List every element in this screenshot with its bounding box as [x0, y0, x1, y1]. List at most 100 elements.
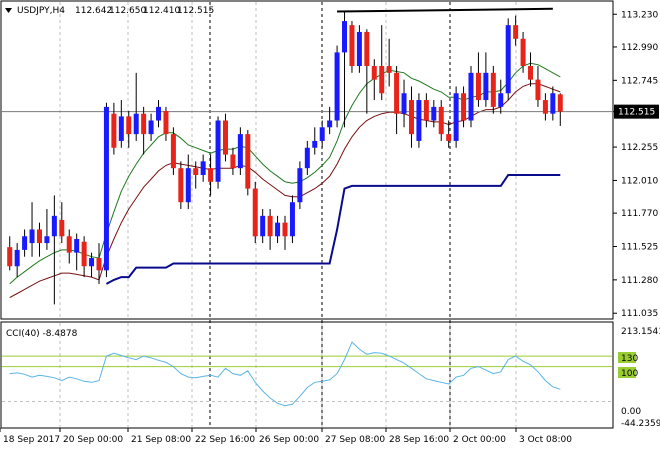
bear-candle — [81, 241, 87, 267]
bear-candle — [7, 247, 13, 267]
price-pane-border — [0, 0, 614, 320]
current-price-tag — [614, 104, 659, 119]
price-axis-label: 112.255 — [621, 143, 658, 153]
bear-candle — [245, 134, 251, 189]
bull-candle — [319, 127, 325, 141]
bear-candle — [170, 134, 176, 169]
bull-candle — [118, 116, 124, 141]
bull-candle — [51, 215, 57, 237]
bear-candle — [349, 25, 355, 67]
bull-candle — [498, 93, 504, 107]
bear-candle — [386, 66, 392, 73]
bull-candle — [297, 168, 303, 203]
bear-candle — [208, 168, 214, 182]
bull-candle — [416, 100, 422, 141]
bull-candle — [505, 25, 511, 94]
cci-axis-label: 130 — [621, 354, 638, 364]
cci-axis-label: 0.00 — [621, 407, 641, 417]
time-axis-label: 22 Sep 16:00 — [195, 435, 255, 445]
cci-pane-border — [0, 321, 614, 429]
bear-candle — [193, 168, 199, 175]
bull-candle — [148, 120, 154, 135]
cci-label: CCI(40) -8.4878 — [6, 329, 78, 339]
bear-candle — [222, 120, 228, 155]
bull-candle — [304, 147, 310, 169]
bull-candle — [275, 222, 281, 237]
bear-candle — [528, 66, 534, 80]
bull-candle — [468, 72, 474, 121]
bear-candle — [59, 219, 65, 237]
bear-candle — [163, 110, 169, 135]
bull-candle — [133, 113, 139, 135]
price-axis-label: 111.280 — [621, 276, 658, 286]
bull-candle — [29, 229, 35, 244]
bear-candle — [230, 154, 236, 169]
bear-candle — [535, 79, 541, 101]
bull-candle — [237, 134, 243, 169]
ohlc-open: 112.642 — [75, 6, 112, 16]
time-axis-label: 28 Sep 16:00 — [389, 435, 449, 445]
bear-candle — [364, 31, 370, 67]
bull-candle — [156, 106, 162, 121]
bear-candle — [394, 72, 400, 114]
bull-candle — [453, 93, 459, 141]
bear-candle — [520, 38, 526, 67]
bear-candle — [96, 258, 102, 271]
bear-candle — [267, 215, 273, 237]
bull-candle — [289, 202, 295, 237]
bear-candle — [178, 168, 184, 203]
bull-candle — [260, 215, 266, 237]
bull-candle — [327, 120, 333, 128]
bear-candle — [252, 188, 258, 237]
time-axis-label: 18 Sep 2017 — [3, 435, 60, 445]
time-axis-label: 2 Oct 00:00 — [453, 435, 506, 445]
bull-candle — [89, 258, 95, 267]
bear-candle — [513, 25, 519, 39]
bull-candle — [550, 93, 556, 114]
price-axis-label: 111.770 — [621, 209, 658, 219]
bull-candle — [103, 106, 109, 271]
bear-candle — [282, 222, 288, 237]
bear-candle — [408, 100, 414, 135]
bull-candle — [200, 161, 206, 175]
bear-candle — [461, 93, 467, 121]
bear-candle — [36, 229, 42, 244]
bear-candle — [111, 113, 117, 148]
time-axis-label: 20 Sep 00:00 — [63, 435, 123, 445]
time-axis-label: 26 Sep 00:00 — [259, 435, 319, 445]
bear-candle — [141, 113, 147, 135]
bear-candle — [475, 72, 481, 101]
current-price-label: 112.515 — [618, 108, 655, 118]
price-axis-label: 113.230 — [621, 10, 658, 20]
cci-axis-label: 213.1541 — [621, 327, 660, 337]
bull-candle — [312, 140, 318, 148]
bull-candle — [215, 120, 221, 182]
bull-candle — [22, 236, 28, 250]
cci-line — [9, 341, 561, 407]
bull-candle — [185, 168, 191, 203]
price-axis-label: 112.010 — [621, 176, 658, 186]
bull-candle — [401, 93, 407, 114]
bull-candle — [14, 249, 20, 267]
ohlc-high: 112.650 — [109, 6, 146, 16]
bull-candle — [356, 31, 362, 67]
price-axis-label: 111.035 — [621, 309, 658, 319]
bear-candle — [490, 72, 496, 107]
time-axis-label: 27 Sep 08:00 — [325, 435, 385, 445]
price-axis-label: 112.990 — [621, 43, 658, 53]
resistance-trendline[interactable] — [337, 7, 553, 13]
bear-candle — [66, 236, 72, 253]
bull-candle — [44, 236, 50, 244]
cci-axis-label: -44.2359 — [621, 419, 660, 429]
cci-level-tag — [618, 352, 636, 363]
ohlc-close: 112.515 — [177, 6, 214, 16]
bear-candle — [379, 66, 385, 94]
price-axis-label: 112.745 — [621, 76, 658, 86]
trailing-stop-line — [105, 174, 561, 285]
cci-axis-label: 100 — [621, 369, 638, 379]
time-axis-label: 21 Sep 08:00 — [131, 435, 191, 445]
bear-candle — [371, 66, 377, 80]
collapse-triangle-icon[interactable] — [5, 8, 12, 13]
symbol-label: USDJPY,H4 — [17, 6, 65, 16]
